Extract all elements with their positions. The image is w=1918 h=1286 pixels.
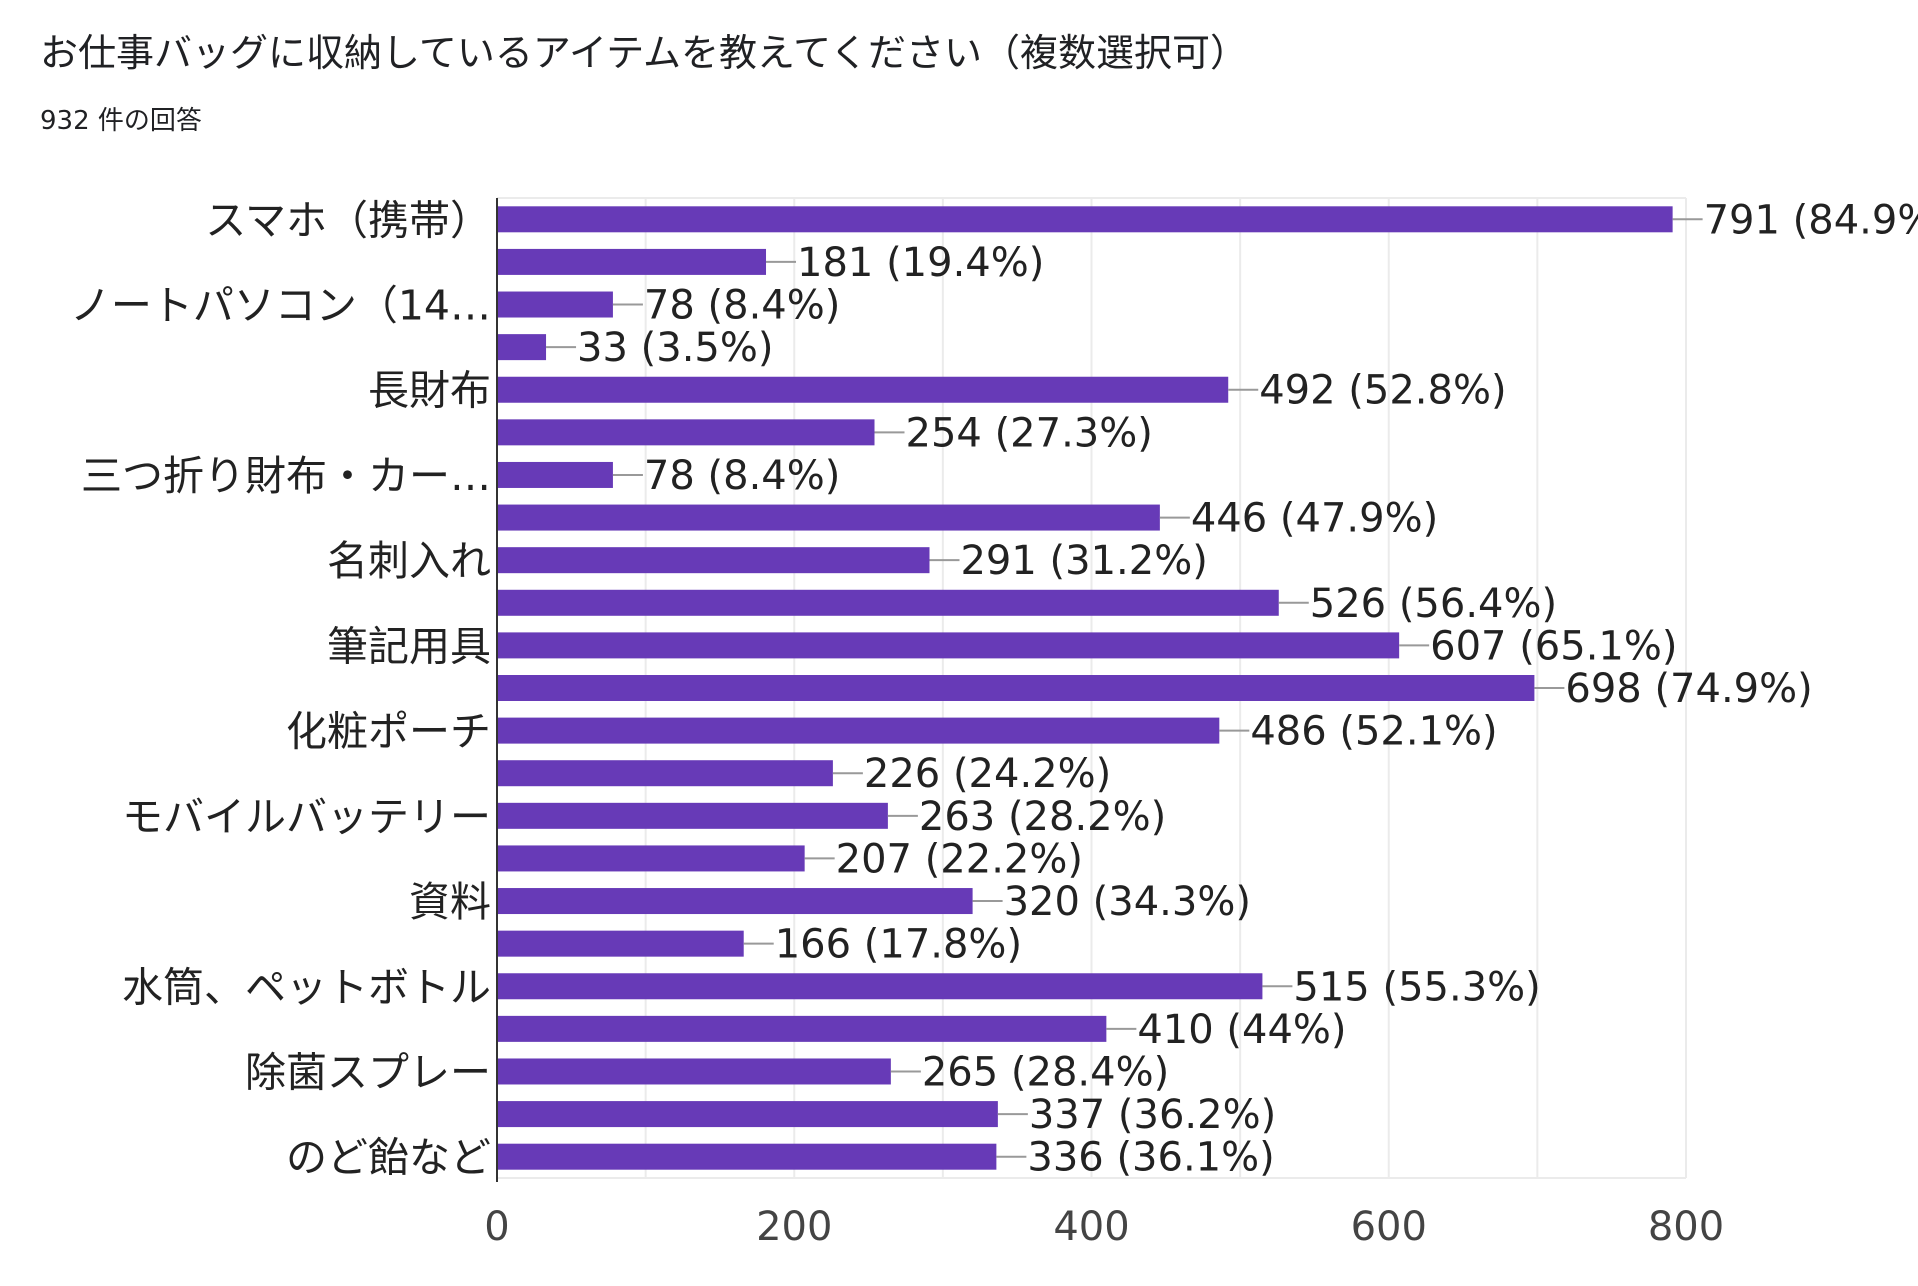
- data-label: 791 (84.9%): [1704, 197, 1918, 243]
- bar: [497, 632, 1400, 659]
- bar: [497, 973, 1263, 1000]
- category-label: 名刺入れ: [327, 537, 491, 585]
- category-label: のど飴など: [286, 1134, 491, 1182]
- bar: [497, 206, 1673, 233]
- data-label: 263 (28.2%): [919, 794, 1166, 840]
- bar: [497, 291, 613, 318]
- data-label: 181 (19.4%): [797, 240, 1044, 286]
- bar: [497, 1101, 998, 1128]
- bar: [497, 888, 973, 915]
- page-title: お仕事バッグに収納しているアイテムを教えてください（複数選択可）: [40, 31, 1249, 75]
- x-tick-label: 200: [756, 1204, 832, 1250]
- category-label: 化粧ポーチ: [286, 708, 491, 756]
- bar-layer: 791 (84.9%)181 (19.4%)78 (8.4%)33 (3.5%)…: [497, 197, 1918, 1181]
- data-label: 486 (52.1%): [1250, 709, 1497, 755]
- data-label: 78 (8.4%): [644, 453, 840, 499]
- bar: [497, 930, 744, 957]
- data-label: 337 (36.2%): [1029, 1092, 1276, 1138]
- data-label: 254 (27.3%): [906, 410, 1153, 456]
- data-label: 515 (55.3%): [1293, 964, 1540, 1010]
- bar: [497, 334, 547, 361]
- bar: [497, 504, 1160, 531]
- bar: [497, 589, 1279, 616]
- data-label: 207 (22.2%): [836, 836, 1083, 882]
- bar: [497, 376, 1229, 403]
- category-label: モバイルバッテリー: [122, 793, 491, 841]
- data-label: 265 (28.4%): [922, 1049, 1169, 1095]
- bar: [497, 1058, 891, 1085]
- bar: [497, 248, 767, 275]
- category-label: ノートパソコン（14…: [70, 282, 491, 330]
- data-label: 607 (65.1%): [1430, 623, 1677, 669]
- bar: [497, 845, 805, 872]
- data-label: 446 (47.9%): [1191, 496, 1438, 542]
- data-label: 166 (17.8%): [775, 922, 1022, 968]
- bar: [497, 675, 1535, 701]
- data-label: 33 (3.5%): [577, 325, 773, 371]
- x-tick-label: 0: [484, 1204, 509, 1250]
- x-tick-label: 400: [1053, 1204, 1129, 1250]
- data-label: 410 (44%): [1137, 1007, 1346, 1053]
- data-label: 320 (34.3%): [1004, 879, 1251, 925]
- bar: [497, 760, 833, 787]
- bar: [497, 717, 1220, 744]
- data-label: 526 (56.4%): [1310, 581, 1557, 627]
- bar: [497, 802, 888, 829]
- data-label: 226 (24.2%): [864, 751, 1111, 797]
- bar: [497, 461, 613, 488]
- category-label: 水筒、ペットボトル: [122, 963, 491, 1011]
- data-label: 78 (8.4%): [644, 283, 840, 329]
- category-label: 筆記用具: [327, 622, 491, 670]
- category-label: スマホ（携帯）: [205, 196, 491, 244]
- bar: [497, 547, 930, 574]
- category-label: 除菌スプレー: [245, 1048, 491, 1096]
- bar: [497, 1015, 1107, 1042]
- bar: [497, 1143, 997, 1170]
- category-label: 三つ折り財布・カー…: [81, 452, 491, 500]
- response-count: 932 件の回答: [40, 106, 202, 136]
- x-tick-label: 800: [1648, 1204, 1724, 1250]
- data-label: 492 (52.8%): [1259, 368, 1506, 414]
- category-label: 資料: [409, 878, 491, 926]
- data-label: 291 (31.2%): [960, 538, 1207, 584]
- data-label: 336 (36.1%): [1027, 1135, 1274, 1181]
- data-label: 698 (74.9%): [1565, 666, 1812, 712]
- x-tick-label: 600: [1351, 1204, 1427, 1250]
- bar: [497, 419, 875, 446]
- category-label: 長財布: [368, 367, 491, 415]
